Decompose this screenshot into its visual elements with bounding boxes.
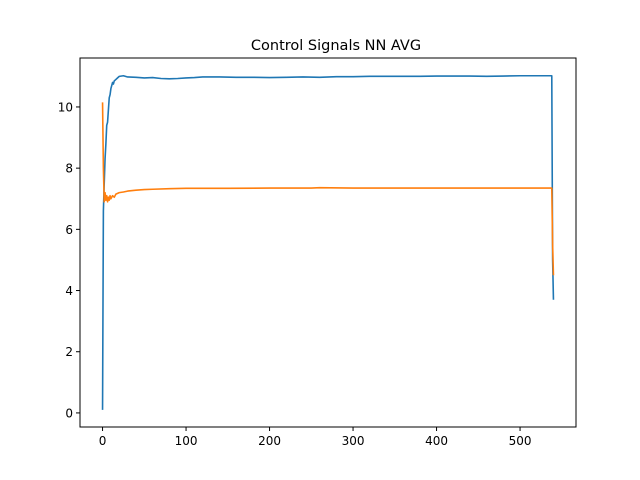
y-tick-label: 0 — [65, 406, 73, 420]
series-line-1 — [101, 74, 555, 410]
y-tick-label: 4 — [65, 284, 73, 298]
y-axis: 0 2 4 6 8 10 — [58, 100, 80, 420]
plot-area — [101, 74, 555, 410]
axes-frame — [79, 57, 577, 428]
y-tick-label: 2 — [65, 345, 73, 359]
x-axis: 0 100 200 300 400 500 — [99, 427, 532, 448]
series-line-2 — [101, 102, 555, 276]
x-tick-label: 400 — [425, 434, 448, 448]
y-tick-label: 8 — [65, 162, 73, 176]
x-tick-label: 300 — [342, 434, 365, 448]
x-tick-label: 500 — [509, 434, 532, 448]
x-tick-label: 200 — [258, 434, 281, 448]
y-tick-label: 10 — [58, 100, 73, 114]
chart-title: Control Signals NN AVG — [251, 38, 421, 54]
x-tick-label: 0 — [99, 434, 107, 448]
y-tick-label: 6 — [65, 223, 73, 237]
x-tick-label: 100 — [175, 434, 198, 448]
